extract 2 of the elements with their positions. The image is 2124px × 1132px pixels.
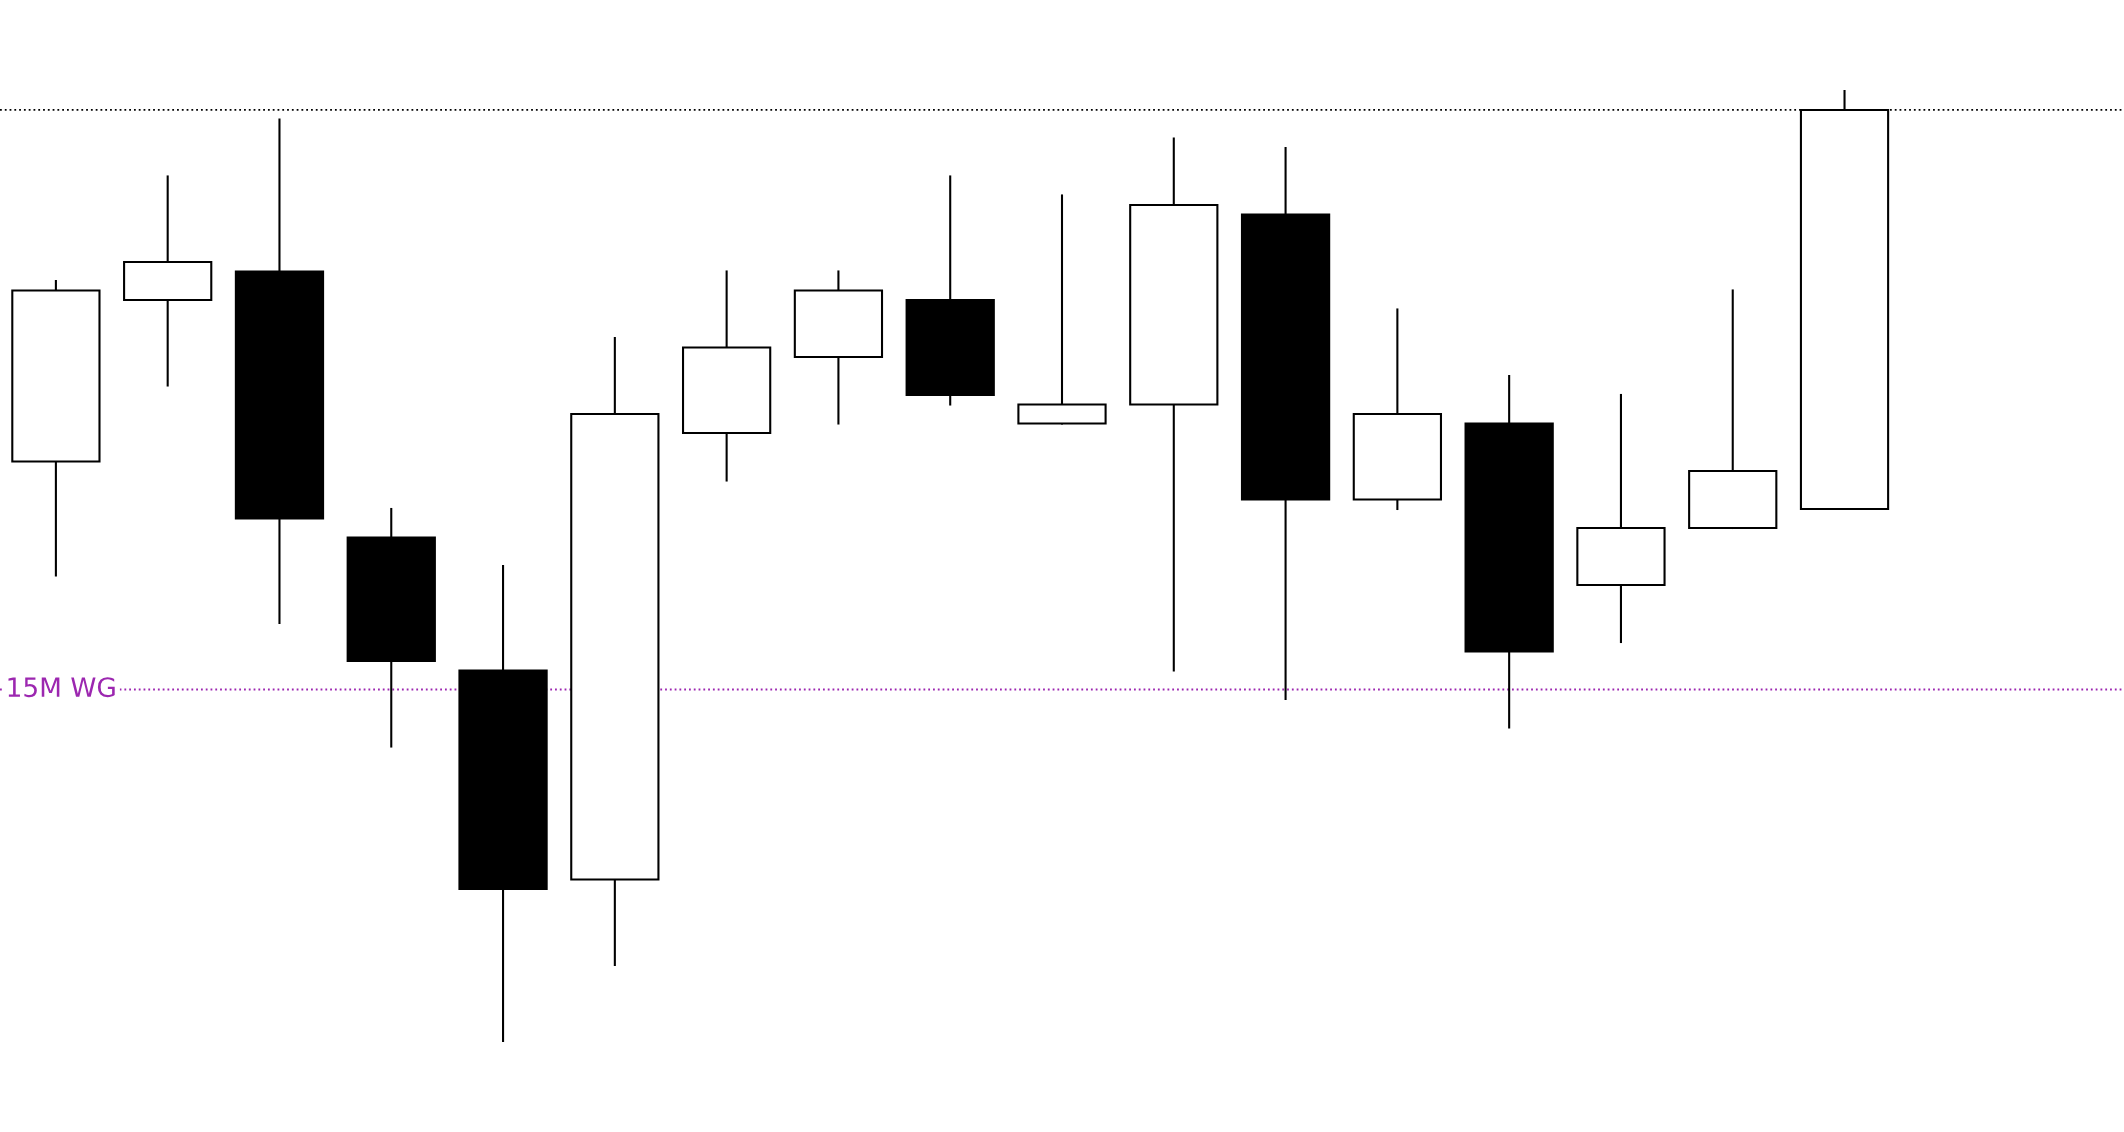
ref-line-label: 15M WG bbox=[8, 677, 115, 698]
candlestick bbox=[1017, 194, 1107, 425]
